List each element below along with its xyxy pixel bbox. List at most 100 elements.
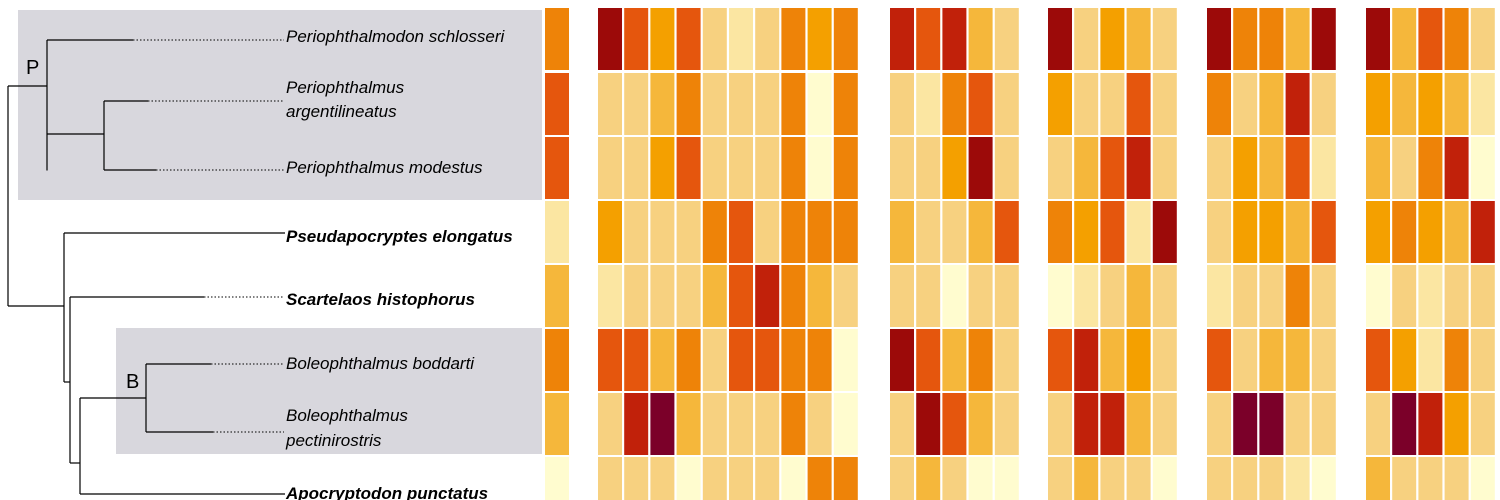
heatmap-cell: [1285, 457, 1310, 500]
heatmap-cell: [968, 265, 993, 327]
heatmap-cell: [1470, 73, 1495, 135]
heatmap-cell: [1311, 201, 1336, 263]
heatmap-cell: [1470, 8, 1495, 70]
species-label-line: Periophthalmus: [286, 78, 405, 97]
heatmap-cell: [1074, 457, 1099, 500]
heatmap-cell: [624, 8, 649, 70]
heatmap-cell: [807, 457, 832, 500]
heatmap-cell: [1074, 265, 1099, 327]
heatmap-cell: [1152, 201, 1177, 263]
heatmap-cell: [624, 73, 649, 135]
heatmap-cell: [624, 457, 649, 500]
species-label: Periophthalmus argentilineatus: [286, 78, 405, 121]
heatmap-cell: [1444, 393, 1469, 455]
heatmap-cell: [781, 201, 806, 263]
species-label-line: Pseudapocryptes elongatus: [286, 227, 513, 246]
heatmap-cell: [1100, 265, 1125, 327]
heatmap-cell: [1470, 137, 1495, 199]
heatmap-cell: [729, 73, 753, 135]
heatmap-cell: [1311, 457, 1336, 500]
heatmap-cell: [1126, 137, 1151, 199]
heatmap-cell: [1233, 265, 1258, 327]
species-label-line: Periophthalmodon schlosseri: [286, 27, 506, 46]
heatmap-cell: [676, 73, 701, 135]
heatmap-cell: [1126, 73, 1151, 135]
heatmap-cell: [702, 265, 727, 327]
heatmap-cell: [1470, 201, 1495, 263]
heatmap-cell: [968, 137, 993, 199]
species-label-line: Periophthalmus modestus: [286, 158, 483, 177]
heatmap-cell: [833, 457, 858, 500]
heatmap-cell: [1392, 393, 1417, 455]
heatmap-cell: [968, 73, 993, 135]
heatmap-cell: [994, 329, 1019, 391]
heatmap-cell: [1048, 393, 1072, 455]
heatmap-cell: [942, 8, 967, 70]
heatmap-cell: [1126, 393, 1151, 455]
heatmap-cell: [1418, 457, 1443, 500]
heatmap-cell: [942, 393, 967, 455]
heatmap-cell: [890, 265, 914, 327]
heatmap-cell: [781, 73, 806, 135]
heatmap-cell: [1392, 137, 1417, 199]
heatmap-cell: [545, 8, 569, 70]
heatmap-cell: [755, 73, 780, 135]
heatmap-cell: [1233, 201, 1258, 263]
heatmap-cell: [598, 329, 622, 391]
heatmap-cell: [1444, 137, 1469, 199]
heatmap-cell: [781, 265, 806, 327]
heatmap-cell: [650, 329, 675, 391]
heatmap-grid: [545, 8, 1495, 500]
heatmap-cell: [1048, 329, 1072, 391]
heatmap-cell: [755, 329, 780, 391]
heatmap-cell: [702, 137, 727, 199]
heatmap-cell: [807, 73, 832, 135]
heatmap-cell: [1126, 265, 1151, 327]
heatmap-cell: [1392, 201, 1417, 263]
heatmap-cell: [1366, 457, 1390, 500]
heatmap-cell: [598, 265, 622, 327]
heatmap-cell: [1418, 73, 1443, 135]
heatmap-cell: [1100, 457, 1125, 500]
heatmap-cell: [676, 265, 701, 327]
heatmap-cell: [755, 457, 780, 500]
species-label-line: pectinirostris: [285, 431, 382, 450]
heatmap-cell: [1444, 73, 1469, 135]
heatmap-cell: [755, 137, 780, 199]
heatmap-cell: [1444, 457, 1469, 500]
heatmap-cell: [1285, 201, 1310, 263]
clade-label-layer: PB: [26, 57, 139, 393]
heatmap-cell: [1126, 8, 1151, 70]
heatmap-cell: [545, 201, 569, 263]
heatmap-cell: [676, 201, 701, 263]
heatmap-cell: [1100, 73, 1125, 135]
heatmap-cell: [1233, 8, 1258, 70]
heatmap-cell: [1418, 265, 1443, 327]
heatmap-cell: [545, 393, 569, 455]
species-label-layer: Periophthalmodon schlosseri Periophthalmu…: [285, 27, 513, 500]
heatmap-cell: [833, 393, 858, 455]
heatmap-cell: [650, 8, 675, 70]
species-label-line: Boleophthalmus: [286, 406, 408, 425]
heatmap-cell: [1233, 73, 1258, 135]
heatmap-cell: [676, 329, 701, 391]
heatmap-cell: [1444, 265, 1469, 327]
heatmap-cell: [942, 457, 967, 500]
species-label-line: Boleophthalmus boddarti: [286, 354, 475, 373]
heatmap-cell: [1259, 73, 1284, 135]
heatmap-cell: [942, 329, 967, 391]
heatmap-cell: [968, 201, 993, 263]
heatmap-cell: [729, 457, 753, 500]
heatmap-cell: [598, 393, 622, 455]
heatmap-cell: [1074, 329, 1099, 391]
heatmap-cell: [650, 137, 675, 199]
heatmap-cell: [1285, 137, 1310, 199]
heatmap-cell: [1259, 457, 1284, 500]
heatmap-cell: [807, 265, 832, 327]
heatmap-cell: [1285, 8, 1310, 70]
heatmap-cell: [598, 201, 622, 263]
heatmap-cell: [1444, 329, 1469, 391]
heatmap-cell: [729, 329, 753, 391]
clade-label-p: P: [26, 57, 39, 79]
